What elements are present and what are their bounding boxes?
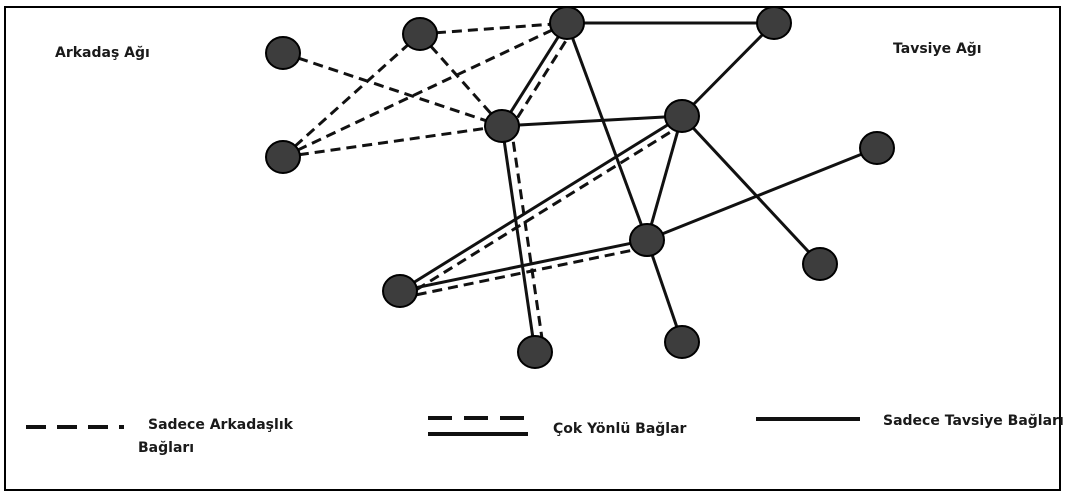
friendship-edge: [282, 51, 503, 128]
advice-edge: [680, 21, 776, 118]
legend-multiplex-label: Çok Yönlü Bağlar: [553, 421, 687, 437]
advice-edge: [646, 146, 878, 242]
advice-edge: [565, 22, 649, 241]
network-node: [382, 274, 418, 308]
friendship-edges: [281, 21, 568, 159]
multiplex-edge-solid: [399, 238, 648, 293]
advice-edge: [680, 114, 822, 266]
multiplex-edges: [399, 22, 686, 353]
nodes: [265, 6, 895, 369]
multiplex-edge-dashed: [402, 121, 686, 300]
legend-swatches: [26, 416, 860, 436]
legend-advice-label: Sadece Tavsiye Bağları: [883, 413, 1064, 429]
network-node: [802, 247, 838, 281]
friend-network-label: Arkadaş Ağı: [55, 45, 150, 61]
network-node: [629, 223, 665, 257]
network-node: [549, 6, 585, 40]
friendship-edge: [281, 32, 422, 159]
advice-edge: [645, 115, 684, 241]
legend-friendship-label-line1: Sadece Arkadaşlık: [148, 417, 293, 433]
advice-network-label: Tavsiye Ağı: [893, 41, 982, 57]
network-node: [484, 109, 520, 143]
multiplex-edge-solid: [500, 125, 537, 353]
network-node: [265, 140, 301, 174]
network-node: [402, 17, 438, 51]
multiplex-edge-solid: [399, 114, 683, 293]
friendship-edge: [419, 21, 568, 36]
network-node: [664, 99, 700, 133]
friendship-edge: [282, 124, 503, 159]
advice-edge: [645, 239, 684, 343]
multiplex-edge-dashed: [400, 245, 649, 300]
friendship-edge: [282, 21, 568, 159]
advice-edge: [501, 114, 683, 128]
multiplex-edge-dashed: [509, 125, 546, 353]
network-node: [517, 335, 553, 369]
friendship-edge: [418, 33, 504, 127]
advice-edges: [501, 21, 878, 343]
multiplex-edge-solid: [500, 22, 569, 127]
network-node: [859, 131, 895, 165]
legend-friendship-label-line2: Bağları: [138, 440, 195, 456]
network-node: [664, 325, 700, 359]
network-node: [265, 36, 301, 70]
diagram-frame: [4, 6, 1061, 491]
multiplex-edge-dashed: [507, 27, 576, 132]
network-node: [756, 6, 792, 40]
